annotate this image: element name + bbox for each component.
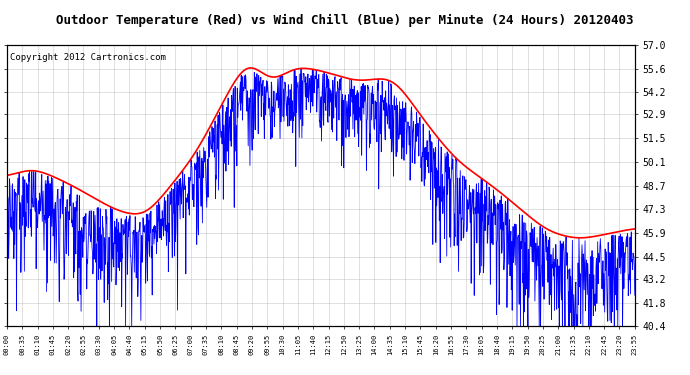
Text: Outdoor Temperature (Red) vs Wind Chill (Blue) per Minute (24 Hours) 20120403: Outdoor Temperature (Red) vs Wind Chill … — [57, 14, 633, 27]
Text: Copyright 2012 Cartronics.com: Copyright 2012 Cartronics.com — [10, 54, 166, 62]
